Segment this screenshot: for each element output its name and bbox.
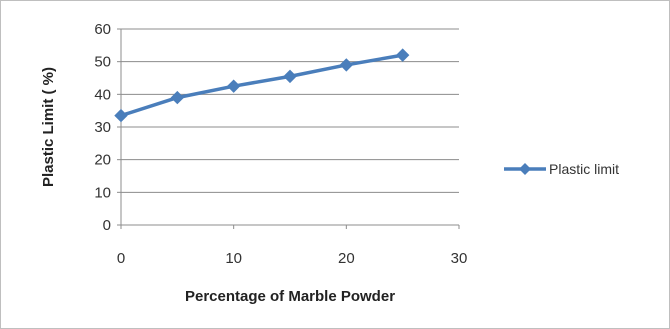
y-tick-label-40: 40: [94, 86, 111, 103]
data-point-0: [114, 108, 128, 123]
x-tick-label-10: 10: [225, 250, 242, 267]
x-tick-label-20: 20: [338, 250, 355, 267]
x-axis-title: Percentage of Marble Powder: [185, 288, 395, 305]
y-axis-title: Plastic Limit ( %): [40, 67, 57, 187]
y-tick-label-60: 60: [94, 21, 111, 38]
data-point-10: [226, 79, 241, 93]
x-tick-label-30: 30: [451, 250, 468, 267]
y-tick-label-10: 10: [94, 184, 111, 201]
series-plastic-limit: [114, 48, 410, 123]
gridlines: [121, 28, 459, 193]
data-point-5: [170, 90, 185, 105]
tick-labels: 0 10 20 30 40 50 60 0 10 20 30: [94, 21, 467, 267]
legend-label: Plastic limit: [549, 161, 619, 177]
data-point-15: [283, 69, 297, 84]
data-point-20: [339, 58, 354, 72]
legend-marker-diamond: [519, 163, 531, 175]
series-line-plastic-limit: [120, 53, 403, 118]
x-tick-label-0: 0: [117, 250, 125, 267]
y-tick-label-0: 0: [103, 217, 111, 234]
y-tick-label-30: 30: [94, 119, 111, 136]
data-point-25: [395, 48, 410, 62]
legend: Plastic limit: [504, 161, 619, 177]
y-tick-label-20: 20: [94, 152, 111, 169]
y-tick-label-50: 50: [94, 54, 111, 71]
axes: [117, 28, 460, 229]
